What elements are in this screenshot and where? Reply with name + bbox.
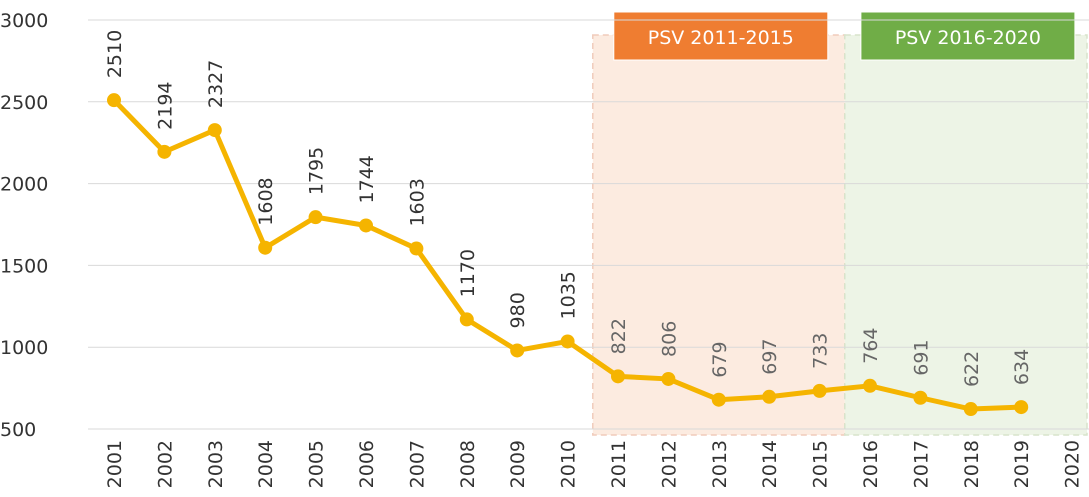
x-tick-label: 2009 (507, 440, 529, 488)
y-tick-label: 3000 (0, 10, 48, 32)
x-tick-label: 2010 (558, 440, 580, 488)
data-label: 1744 (356, 155, 378, 203)
data-label: 2194 (154, 82, 176, 130)
point (611, 369, 625, 384)
x-tick-label: 2006 (356, 440, 378, 488)
data-label: 691 (910, 339, 932, 375)
x-tick-label: 2005 (306, 440, 328, 488)
x-tick-label: 2011 (608, 440, 630, 488)
x-tick-label: 2002 (154, 440, 176, 488)
x-tick-label: 2014 (759, 440, 781, 488)
y-tick-label: 1000 (0, 337, 48, 359)
y-tick-label: 2000 (0, 174, 48, 196)
data-label: 2510 (104, 30, 126, 78)
x-tick-label: 2016 (860, 440, 882, 488)
point (963, 402, 978, 417)
x-tick-label: 2007 (406, 440, 428, 488)
data-label: 1603 (406, 178, 428, 226)
data-label: 980 (507, 292, 529, 328)
x-tick-label: 2017 (910, 440, 932, 488)
data-label: 679 (709, 341, 731, 377)
data-label: 697 (759, 339, 781, 375)
data-label: 634 (1011, 349, 1033, 385)
x-tick-label: 2003 (205, 440, 227, 488)
data-label: 1170 (457, 249, 479, 297)
y-tick-label: 500 (0, 419, 36, 441)
point (459, 312, 474, 327)
point (863, 378, 877, 393)
x-tick-label: 2019 (1011, 440, 1033, 488)
point (258, 240, 273, 255)
x-tick-label: 2008 (457, 440, 479, 488)
x-tick-label: 2015 (810, 440, 832, 488)
x-tick-label: 2020 (1062, 440, 1084, 488)
x-tick-label: 2012 (658, 440, 680, 488)
data-label: 1795 (306, 147, 328, 195)
data-label: 806 (658, 321, 680, 357)
region-label: PSV 2016-2020 (895, 27, 1041, 49)
point (913, 390, 928, 405)
point (157, 144, 172, 159)
point (661, 371, 676, 386)
data-label: 733 (810, 333, 832, 369)
data-label: 822 (608, 318, 630, 354)
point (812, 383, 827, 398)
data-label: 1608 (255, 177, 277, 225)
point (308, 210, 323, 225)
point (207, 123, 222, 138)
data-label: 764 (860, 328, 882, 364)
point (1014, 400, 1029, 415)
data-label: 622 (961, 351, 983, 387)
point (359, 218, 373, 233)
point (409, 241, 424, 256)
point (560, 334, 575, 349)
x-tick-label: 2018 (961, 440, 983, 488)
data-label: 1035 (558, 271, 580, 319)
region-label: PSV 2011-2015 (648, 27, 794, 49)
point (107, 93, 121, 108)
data-label: 2327 (205, 60, 227, 108)
y-tick-label: 1500 (0, 255, 48, 277)
x-tick-label: 2001 (104, 440, 126, 488)
x-tick-label: 2013 (709, 440, 731, 488)
y-tick-label: 2500 (0, 92, 48, 114)
point (510, 343, 525, 358)
x-tick-label: 2004 (255, 440, 277, 488)
point (762, 389, 777, 404)
point (711, 392, 726, 407)
